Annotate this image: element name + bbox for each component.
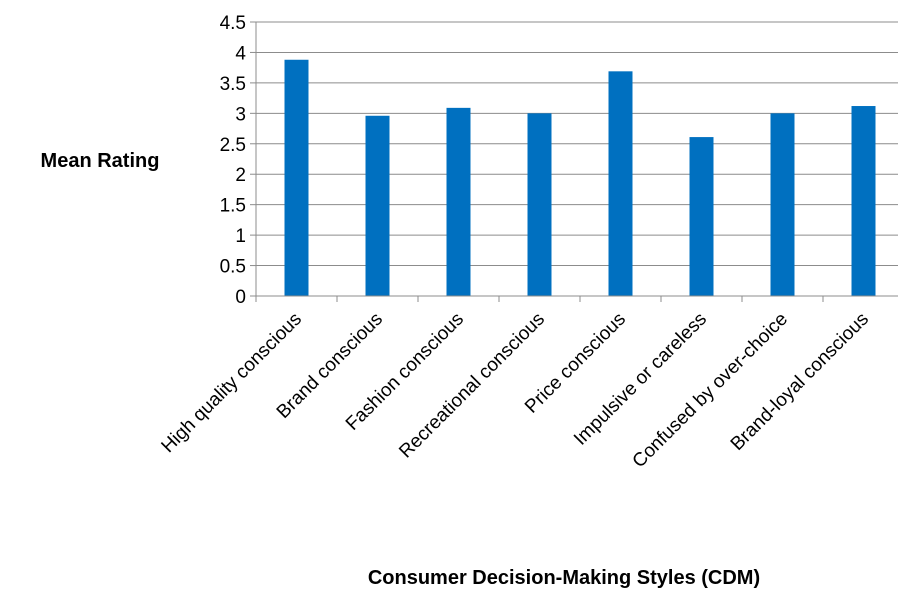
bar bbox=[527, 113, 552, 296]
y-tick-label: 1 bbox=[235, 226, 246, 247]
bar bbox=[770, 113, 795, 296]
bars bbox=[284, 59, 876, 296]
x-category-label: Impulsive or careless bbox=[570, 309, 711, 450]
y-tick-label: 2 bbox=[235, 165, 246, 186]
axes bbox=[250, 21, 898, 302]
x-category-label: Brand-loyal conscious bbox=[727, 309, 873, 455]
bar bbox=[608, 71, 633, 296]
x-axis-title: Consumer Decision-Making Styles (CDM) bbox=[368, 567, 760, 589]
y-axis-title: Mean Rating bbox=[41, 150, 160, 172]
y-tick-label: 0 bbox=[235, 287, 246, 308]
y-tick-labels: 0 0.5 1 1.5 2 2.5 3 3.5 4 4.5 bbox=[220, 13, 247, 308]
y-tick-label: 1.5 bbox=[220, 196, 246, 217]
bar bbox=[284, 59, 309, 296]
y-tick-label: 3 bbox=[235, 104, 246, 125]
y-tick-label: 4.5 bbox=[220, 13, 246, 34]
y-tick-label: 2.5 bbox=[220, 135, 246, 156]
bar bbox=[446, 107, 471, 296]
bar bbox=[689, 137, 714, 296]
bar bbox=[851, 106, 876, 296]
bar bbox=[365, 115, 390, 296]
x-category-label: Recreational conscious bbox=[395, 309, 549, 463]
y-tick-label: 3.5 bbox=[220, 74, 246, 95]
x-category-label: High quality conscious bbox=[158, 309, 307, 458]
x-category-label: Confused by over-choice bbox=[629, 309, 792, 472]
y-tick-label: 4 bbox=[235, 43, 246, 64]
y-tick-label: 0.5 bbox=[220, 257, 246, 278]
gridlines bbox=[256, 21, 898, 267]
